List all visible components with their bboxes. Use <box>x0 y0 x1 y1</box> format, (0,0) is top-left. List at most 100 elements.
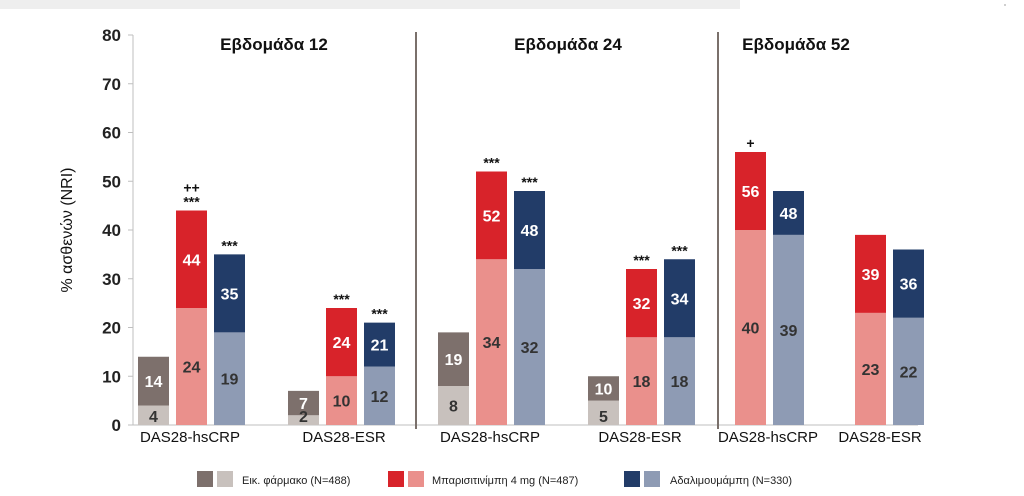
bar-segment-bottom <box>893 317 924 425</box>
significance-marker: *** <box>333 291 350 307</box>
panel-title: Εβδομάδα 52 <box>742 35 850 54</box>
bar-value-label: 36 <box>900 277 918 294</box>
bar-value-label: 35 <box>221 286 239 303</box>
bar-segment-top <box>138 356 169 406</box>
bar-segment-top <box>893 249 924 318</box>
significance-marker: *** <box>221 237 238 253</box>
bar-value-label: 14 <box>145 374 163 391</box>
bar-value-label: 2 <box>299 409 308 426</box>
panel-title: Εβδομάδα 12 <box>220 35 328 54</box>
panel-title: Εβδομάδα 24 <box>514 35 622 54</box>
bar-segment-bottom <box>588 400 619 425</box>
category-label: DAS28-hsCRP <box>140 429 240 446</box>
bar-segment-bottom <box>664 337 695 425</box>
top-dot <box>1004 4 1006 6</box>
legend-swatch-light <box>644 471 660 487</box>
y-axis-label: % ασθενών (NRI) <box>59 168 76 293</box>
labels-layer: Εβδομάδα 124142444***++1935***DAS28-hsCR… <box>140 35 922 446</box>
bar-value-label: 5 <box>599 409 608 426</box>
bar-value-label: 7 <box>299 396 308 413</box>
y-tick-label: 40 <box>102 221 121 240</box>
significance-marker: *** <box>633 252 650 268</box>
bar-segment-top <box>735 152 766 230</box>
bar-value-label: 39 <box>780 323 798 340</box>
category-label: DAS28-hsCRP <box>440 429 540 446</box>
bar-value-label: 22 <box>900 364 918 381</box>
category-label: DAS28-ESR <box>598 429 682 446</box>
bar-value-label: 10 <box>595 381 613 398</box>
significance-marker: *** <box>483 155 500 171</box>
significance-marker: *** <box>671 242 688 258</box>
bar-value-label: 12 <box>371 389 389 406</box>
y-tick-label: 80 <box>102 26 121 45</box>
bar-segment-top <box>326 308 357 377</box>
bar-value-label: 39 <box>862 267 880 284</box>
bar-value-label: 40 <box>742 321 760 338</box>
bar-segment-top <box>176 210 207 308</box>
legend: Εικ. φάρμακο (N=488) Μπαρισιτινίμπη 4 mg … <box>197 471 792 487</box>
legend-swatch-light <box>408 471 424 487</box>
bar-value-label: 19 <box>221 372 239 389</box>
bar-segment-bottom <box>626 337 657 425</box>
legend-label: Αδαλιμουμάμπη (N=330) <box>670 475 792 487</box>
y-tick-label: 30 <box>102 270 121 289</box>
y-tick-label: 0 <box>112 416 121 435</box>
bar-value-label: 8 <box>449 399 458 416</box>
significance-marker: ++ <box>183 180 199 196</box>
bar-segment-bottom <box>476 259 507 425</box>
bar-segment-bottom <box>855 312 886 425</box>
y-tick-label: 50 <box>102 172 121 191</box>
significance-marker: *** <box>371 306 388 322</box>
bar-segment-top <box>773 191 804 235</box>
y-tick-label: 10 <box>102 367 121 386</box>
bar-value-label: 34 <box>671 291 689 308</box>
bar-segment-bottom <box>326 376 357 425</box>
y-tick-label: 70 <box>102 75 121 94</box>
bar-segment-top <box>364 322 395 367</box>
bar-value-label: 34 <box>483 335 501 352</box>
bar-segment-top <box>438 332 469 386</box>
bars-layer <box>138 152 924 425</box>
bar-value-label: 10 <box>333 394 351 411</box>
bar-segment-bottom <box>138 405 169 425</box>
bar-segment-bottom <box>288 415 319 425</box>
y-tick-label: 20 <box>102 319 121 338</box>
bar-segment-top <box>855 234 886 313</box>
bar-segment-top <box>288 390 319 416</box>
bar-value-label: 24 <box>183 360 201 377</box>
bar-segment-top <box>514 191 545 269</box>
category-label: DAS28-ESR <box>302 429 386 446</box>
category-label: DAS28-hsCRP <box>718 429 818 446</box>
bar-value-label: 32 <box>633 296 651 313</box>
bar-value-label: 32 <box>521 340 539 357</box>
bar-value-label: 44 <box>183 252 201 269</box>
bar-segment-bottom <box>364 366 395 425</box>
category-label: DAS28-ESR <box>838 429 922 446</box>
bar-segment-bottom <box>214 332 245 425</box>
bar-segment-top <box>588 376 619 401</box>
bar-segment-top <box>664 259 695 338</box>
significance-marker: *** <box>521 174 538 190</box>
top-strip <box>0 0 740 9</box>
legend-swatch-dark <box>197 471 213 487</box>
bar-segment-top <box>626 269 657 338</box>
legend-swatch-dark <box>624 471 640 487</box>
legend-label: Εικ. φάρμακο (N=488) <box>242 475 350 487</box>
legend-swatch-light <box>217 471 233 487</box>
bar-segment-bottom <box>176 308 207 425</box>
bar-value-label: 52 <box>483 208 501 225</box>
bar-value-label: 19 <box>445 352 463 369</box>
legend-swatch-dark <box>388 471 404 487</box>
bar-value-label: 18 <box>633 374 651 391</box>
bar-value-label: 23 <box>862 362 880 379</box>
bar-segment-top <box>476 171 507 260</box>
bar-value-label: 56 <box>742 184 760 201</box>
bar-value-label: 24 <box>333 335 351 352</box>
bar-segment-bottom <box>735 230 766 425</box>
bar-value-label: 18 <box>671 374 689 391</box>
significance-marker: + <box>746 135 754 151</box>
legend-label: Μπαρισιτινίμπη 4 mg (N=487) <box>432 475 578 487</box>
significance-marker: *** <box>183 194 200 210</box>
bar-segment-bottom <box>438 386 469 425</box>
